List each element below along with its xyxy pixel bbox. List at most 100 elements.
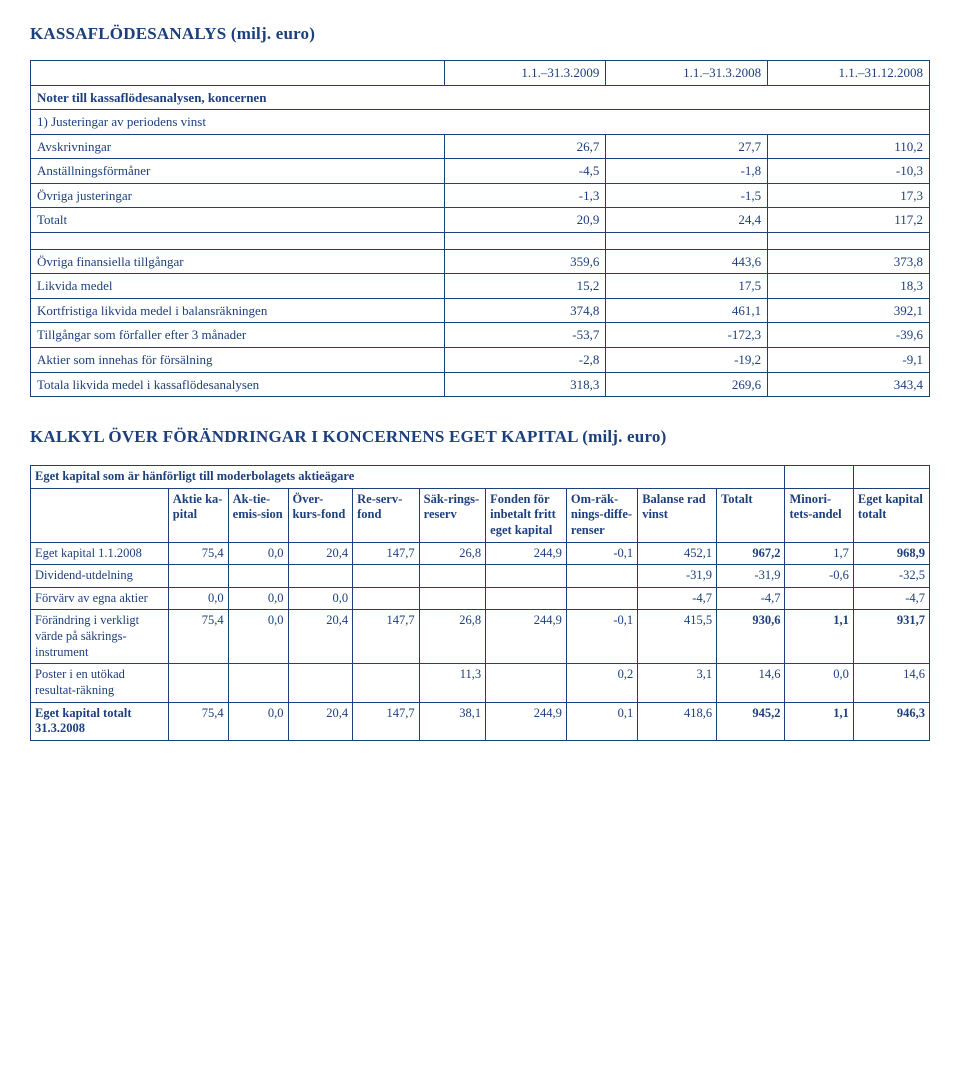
cell-value — [353, 565, 420, 588]
col-header: Över-kurs-fond — [288, 488, 353, 542]
cell-value: -0,1 — [566, 610, 637, 664]
cell-value: 0,0 — [228, 542, 288, 565]
cell-value — [566, 565, 637, 588]
cell-value: -9,1 — [768, 348, 930, 373]
cell-value: 1,7 — [785, 542, 853, 565]
cell-value: 24,4 — [606, 208, 768, 233]
cell-value: -53,7 — [444, 323, 606, 348]
table-row: 1.1.–31.3.2009 1.1.–31.3.2008 1.1.–31.12… — [31, 61, 930, 86]
cell-value: 1,1 — [785, 610, 853, 664]
cell-value: 0,0 — [785, 664, 853, 702]
cell-value — [419, 565, 486, 588]
cell-value — [228, 664, 288, 702]
cell-value: 244,9 — [486, 702, 567, 740]
cell-value: -19,2 — [606, 348, 768, 373]
cell-value: 26,7 — [444, 134, 606, 159]
blank-header — [31, 488, 169, 542]
cell-value: -4,7 — [638, 587, 717, 610]
cell-value — [288, 664, 353, 702]
cell-value: -31,9 — [638, 565, 717, 588]
cell-value: 38,1 — [419, 702, 486, 740]
cell-value: 14,6 — [853, 664, 929, 702]
col-header: Ak-tie-emis-sion — [228, 488, 288, 542]
cell-value: 415,5 — [638, 610, 717, 664]
cell-value — [419, 587, 486, 610]
cell-value: 967,2 — [717, 542, 785, 565]
cell-value: 269,6 — [606, 372, 768, 397]
cell-value: 147,7 — [353, 702, 420, 740]
cell-value: 11,3 — [419, 664, 486, 702]
cell-value: 3,1 — [638, 664, 717, 702]
cell-value — [785, 587, 853, 610]
row-label: Avskrivningar — [31, 134, 445, 159]
cell-value: 930,6 — [717, 610, 785, 664]
table-row: Aktier som innehas för försälning-2,8-19… — [31, 348, 930, 373]
table-row: Kortfristiga likvida medel i balansräkni… — [31, 298, 930, 323]
table-row: Övriga finansiella tillgångar359,6443,63… — [31, 249, 930, 274]
row-label: Aktier som innehas för försälning — [31, 348, 445, 373]
cell-value: 318,3 — [444, 372, 606, 397]
row-label: Likvida medel — [31, 274, 445, 299]
col-header: 1.1.–31.3.2009 — [444, 61, 606, 86]
cell-value: 418,6 — [638, 702, 717, 740]
table-row: Anställningsförmåner-4,5-1,8-10,3 — [31, 159, 930, 184]
col-header: Säk-rings-reserv — [419, 488, 486, 542]
cell-value — [288, 565, 353, 588]
col-header: Re-serv-fond — [353, 488, 420, 542]
banner-empty — [785, 466, 853, 489]
cell-value: 20,4 — [288, 702, 353, 740]
col-header: Totalt — [717, 488, 785, 542]
cell-value: -172,3 — [606, 323, 768, 348]
cell-value: 945,2 — [717, 702, 785, 740]
cell-value: 0,0 — [168, 587, 228, 610]
cell-value — [353, 587, 420, 610]
cell-value: -0,1 — [566, 542, 637, 565]
cell-value: -1,3 — [444, 183, 606, 208]
row-label: Eget kapital 1.1.2008 — [31, 542, 169, 565]
cell-value: 359,6 — [444, 249, 606, 274]
table-row: Eget kapital totalt 31.3.200875,40,020,4… — [31, 702, 930, 740]
cell-value: -1,5 — [606, 183, 768, 208]
cell-value: -4,7 — [853, 587, 929, 610]
table-kassaflodes: 1.1.–31.3.2009 1.1.–31.3.2008 1.1.–31.12… — [30, 60, 930, 397]
cell-value: -4,5 — [444, 159, 606, 184]
cell-value: 147,7 — [353, 610, 420, 664]
col-header: Balanse rad vinst — [638, 488, 717, 542]
table-row: Poster i en utökad resultat-räkning 11,3 0… — [31, 664, 930, 702]
cell-value: 946,3 — [853, 702, 929, 740]
cell-value: 244,9 — [486, 610, 567, 664]
cell-value: 0,2 — [566, 664, 637, 702]
cell-value: -32,5 — [853, 565, 929, 588]
cell-value — [168, 565, 228, 588]
cell-value: 18,3 — [768, 274, 930, 299]
cell-value — [486, 664, 567, 702]
row-label: Poster i en utökad resultat-räkning — [31, 664, 169, 702]
noter-row: Noter till kassaflödesanalysen, koncerne… — [31, 85, 930, 110]
row-label: Kortfristiga likvida medel i balansräkni… — [31, 298, 445, 323]
cell-value — [486, 587, 567, 610]
cell-value: 27,7 — [606, 134, 768, 159]
col-header: Om-räk-nings-diffe-renser — [566, 488, 637, 542]
table-row: Övriga justeringar-1,3-1,517,3 — [31, 183, 930, 208]
cell-value: 14,6 — [717, 664, 785, 702]
section1-title: KASSAFLÖDESANALYS (milj. euro) — [30, 24, 930, 44]
cell-value: -39,6 — [768, 323, 930, 348]
row-label: Eget kapital totalt 31.3.2008 — [31, 702, 169, 740]
cell-value: 20,4 — [288, 542, 353, 565]
cell-value: 110,2 — [768, 134, 930, 159]
row-label: Totalt — [31, 208, 445, 233]
table-eget-kapital: Eget kapital som är hänförligt till mode… — [30, 465, 930, 741]
cell-value: 17,5 — [606, 274, 768, 299]
cell-value: 117,2 — [768, 208, 930, 233]
row-label: Tillgångar som förfaller efter 3 månader — [31, 323, 445, 348]
row-label: Förändring i verkligt värde på säkrings-… — [31, 610, 169, 664]
cell-value: -4,7 — [717, 587, 785, 610]
cell-value: 26,8 — [419, 542, 486, 565]
cell-value: 443,6 — [606, 249, 768, 274]
table-row: Avskrivningar26,727,7110,2 — [31, 134, 930, 159]
cell-value: 75,4 — [168, 610, 228, 664]
cell-value: 75,4 — [168, 702, 228, 740]
cell-value: -0,6 — [785, 565, 853, 588]
blank-header — [31, 61, 445, 86]
row-label: Övriga finansiella tillgångar — [31, 249, 445, 274]
